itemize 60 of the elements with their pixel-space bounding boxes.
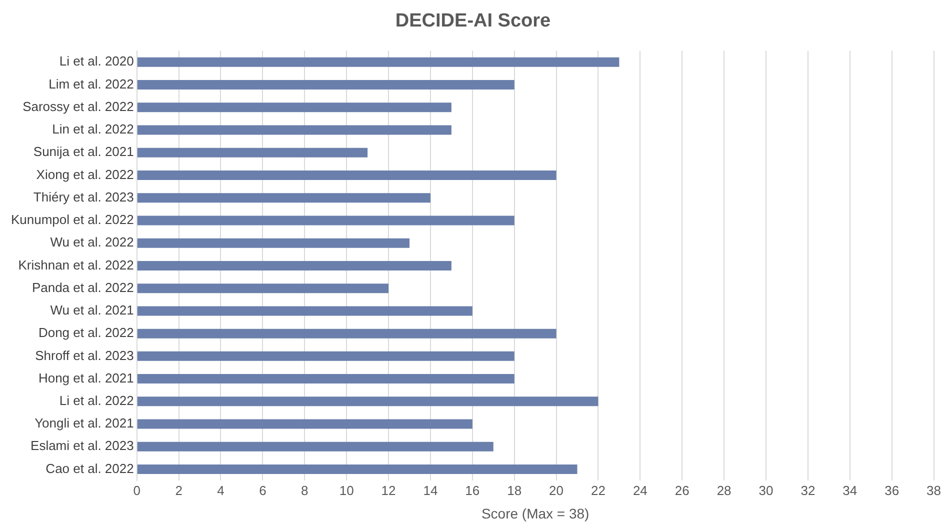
x-tick-label: 16: [465, 482, 480, 498]
bar: [137, 193, 430, 203]
y-tick-label: Sunija et al. 2021: [33, 144, 134, 160]
x-tick-label: 14: [423, 482, 438, 498]
x-tick-label: 30: [758, 482, 774, 498]
y-tick-label: Sarossy et al. 2022: [22, 98, 134, 114]
x-tick-label: 18: [507, 482, 522, 498]
bar: [137, 216, 514, 226]
x-tick-label: 0: [133, 482, 140, 498]
x-tick-label: 2: [175, 482, 182, 498]
bar: [137, 306, 472, 316]
x-tick-label: 6: [259, 482, 266, 498]
y-tick-label: Eslami et al. 2023: [30, 438, 134, 454]
x-tick-label: 4: [217, 482, 224, 498]
bar: [137, 170, 556, 180]
bar: [137, 284, 389, 294]
y-tick-label: Kunumpol et al. 2022: [10, 212, 134, 228]
bar: [137, 80, 514, 90]
y-tick-label: Lin et al. 2022: [52, 122, 134, 137]
y-tick-label: Xiong et al. 2022: [36, 166, 134, 182]
bar: [137, 396, 598, 406]
bar: [137, 238, 410, 248]
x-tick-label: 8: [301, 482, 308, 498]
y-tick-label: Krishnan et al. 2022: [18, 257, 134, 272]
bar: [137, 260, 452, 270]
bar: [137, 442, 494, 452]
x-tick-label: 38: [926, 482, 942, 498]
y-tick-label: Yongli et al. 2021: [34, 416, 134, 431]
bar: [137, 351, 514, 361]
y-tick-label: Cao et al. 2022: [46, 460, 134, 476]
bar: [137, 464, 578, 474]
x-tick-label: 24: [632, 482, 648, 498]
y-tick-label: Thiéry et al. 2023: [33, 189, 134, 204]
y-tick-label: Dong et al. 2022: [38, 325, 134, 340]
bar: [137, 57, 620, 67]
x-tick-label: 26: [674, 482, 690, 498]
bar: [137, 102, 452, 112]
x-tick-label: 20: [549, 482, 564, 498]
y-tick-label: Panda et al. 2022: [32, 280, 134, 295]
x-tick-label: 10: [339, 482, 354, 498]
x-axis-title: Score (Max = 38): [481, 505, 590, 522]
x-tick-label: 32: [800, 482, 816, 498]
bar: [137, 328, 556, 338]
bar: [137, 148, 368, 158]
y-tick-label: Shroff et al. 2023: [35, 348, 134, 363]
chart-title: DECIDE-AI Score: [395, 10, 551, 32]
x-tick-label: 28: [716, 482, 732, 498]
x-tick-label: 22: [590, 482, 606, 498]
y-tick-label: Lim et al. 2022: [48, 76, 134, 92]
x-tick-label: 34: [842, 482, 858, 498]
bar: [137, 125, 452, 135]
y-tick-label: Wu et al. 2021: [50, 302, 134, 318]
y-tick-label: Wu et al. 2022: [50, 234, 134, 250]
x-tick-label: 36: [884, 482, 900, 498]
y-tick-label: Li et al. 2020: [59, 54, 134, 69]
bar: [137, 419, 472, 429]
y-tick-label: Li et al. 2022: [59, 393, 134, 408]
x-tick-label: 12: [381, 482, 396, 498]
bar: [137, 374, 514, 384]
y-tick-label: Hong et al. 2021: [38, 370, 134, 386]
